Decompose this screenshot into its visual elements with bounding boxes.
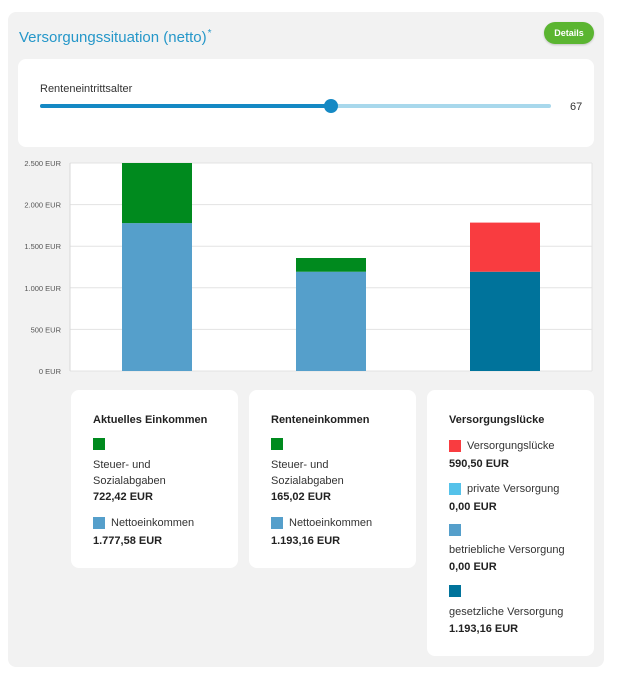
bar-segment [122,163,192,224]
legend-label: Steuer- und Sozialabgaben [271,459,344,487]
legend-swatch [449,585,461,597]
legend-value: 1.193,16 EUR [449,623,519,635]
details-button[interactable]: Details [544,22,594,44]
y-tick-label: 2.000 EUR [24,201,61,210]
slider-thumb[interactable] [324,99,339,113]
legend-label: Nettoeinkommen [289,517,373,529]
bar-segment [470,271,540,371]
legend-label: gesetzliche Versorgung [449,606,564,618]
legend-value: 0,00 EUR [449,501,497,513]
panel-title: Versorgungssituation (netto)* [19,28,212,46]
slider-value: 67 [570,101,583,113]
title-asterisk: * [207,28,212,39]
legend-swatch [271,438,283,450]
slider-track[interactable] [40,99,551,113]
y-tick-label: 1.500 EUR [24,242,61,251]
y-tick-label: 2.500 EUR [24,159,61,168]
legend-swatch [93,438,105,450]
legend-label: Versorgungslücke [467,440,555,452]
legend-swatch [449,483,461,495]
y-tick-label: 500 EUR [31,325,62,334]
slider-label: Renteneintrittsalter [40,83,133,95]
legend-label: Steuer- und Sozialabgaben [93,459,166,487]
legend-swatch [449,524,461,536]
legend-value: 722,42 EUR [93,491,153,503]
legend-value: 165,02 EUR [271,491,331,503]
bar-segment [296,271,366,371]
legend-card-title: Aktuelles Einkommen [93,414,208,426]
slider-card: Renteneintrittsalter 67 [18,59,594,147]
y-tick-label: 0 EUR [39,367,62,376]
legend-label: private Versorgung [467,483,560,495]
legend-label: betriebliche Versorgung [449,544,565,556]
legend-card-title: Versorgungslücke [449,414,545,426]
legend-card: Versorgungslücke Versorgungslücke 590,50 E… [427,390,594,656]
legend-swatch [271,517,283,529]
stacked-bar-chart: 0 EUR 500 EUR 1.000 EUR 1.500 EUR 2.000 EUR 2… [24,159,593,376]
legend-swatch [449,440,461,452]
slider-track-fill [40,104,332,108]
legend-swatch [93,517,105,529]
legend-value: 1.777,58 EUR [93,535,163,547]
bar-segment [296,257,366,272]
legend-value: 1.193,16 EUR [271,535,341,547]
legend-card: Renteneinkommen Steuer- und Sozialabgaben… [249,390,416,568]
legend-label: Nettoeinkommen [111,517,195,529]
legend-value: 590,50 EUR [449,458,509,470]
y-tick-label: 1.000 EUR [24,284,61,293]
legend-card: Aktuelles Einkommen Steuer- und Sozialabg… [71,390,238,568]
legend-value: 0,00 EUR [449,561,497,573]
bar-segment [470,222,540,272]
legend-card-title: Renteneinkommen [271,414,370,426]
bar-segment [122,223,192,371]
panel-title-text: Versorgungssituation (netto) [19,29,207,46]
